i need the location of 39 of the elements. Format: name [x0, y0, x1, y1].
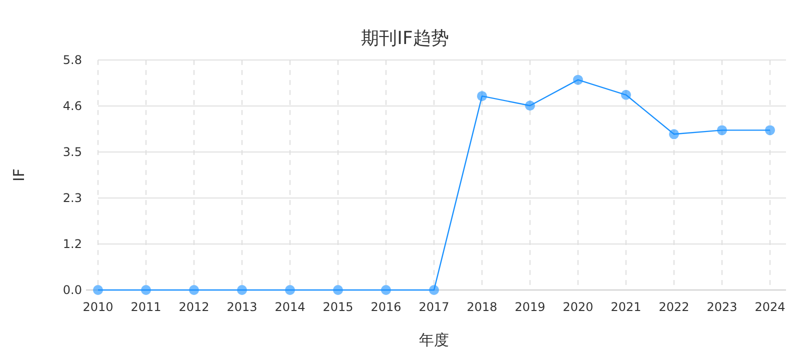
x-tick-label: 2019	[514, 300, 546, 314]
point	[285, 285, 295, 295]
point	[669, 129, 679, 140]
x-tick-label: 2020	[562, 300, 594, 314]
y-tick-label: 5.8	[62, 53, 82, 67]
y-axis-title: IF	[10, 168, 28, 182]
point	[765, 125, 775, 136]
x-tick-label: 2014	[274, 300, 306, 314]
x-tick-label: 2018	[466, 300, 498, 314]
point	[141, 285, 151, 295]
x-tick-label: 2016	[370, 300, 402, 314]
x-tick-label: 2011	[130, 300, 162, 314]
y-tick-label: 2.3	[62, 191, 82, 205]
point	[573, 74, 583, 85]
x-tick-label: 2017	[418, 300, 450, 314]
x-tick-label: 2021	[610, 300, 642, 314]
y-tick-label: 0.0	[62, 283, 82, 297]
point	[477, 91, 487, 102]
x-tick-label: 2023	[706, 300, 738, 314]
x-tick-label: 2010	[82, 300, 114, 314]
point	[93, 285, 103, 295]
x-tick-label: 2012	[178, 300, 210, 314]
y-tick-label: 1.2	[62, 237, 82, 251]
point	[189, 285, 199, 295]
chart-title: 期刊IF趋势	[361, 28, 449, 49]
x-tick-label: 2013	[226, 300, 258, 314]
point	[429, 285, 439, 295]
point	[525, 100, 535, 111]
y-tick-label: 3.5	[62, 145, 82, 159]
x-tick-label: 2024	[754, 300, 786, 314]
x-tick-label: 2022	[658, 300, 690, 314]
point	[333, 285, 343, 295]
x-tick-label: 2015	[322, 300, 354, 314]
point	[621, 90, 631, 100]
point	[381, 285, 391, 295]
y-tick-label: 4.6	[62, 99, 82, 113]
point	[717, 125, 727, 136]
x-axis-title: 年度	[419, 331, 449, 349]
point	[237, 285, 247, 295]
